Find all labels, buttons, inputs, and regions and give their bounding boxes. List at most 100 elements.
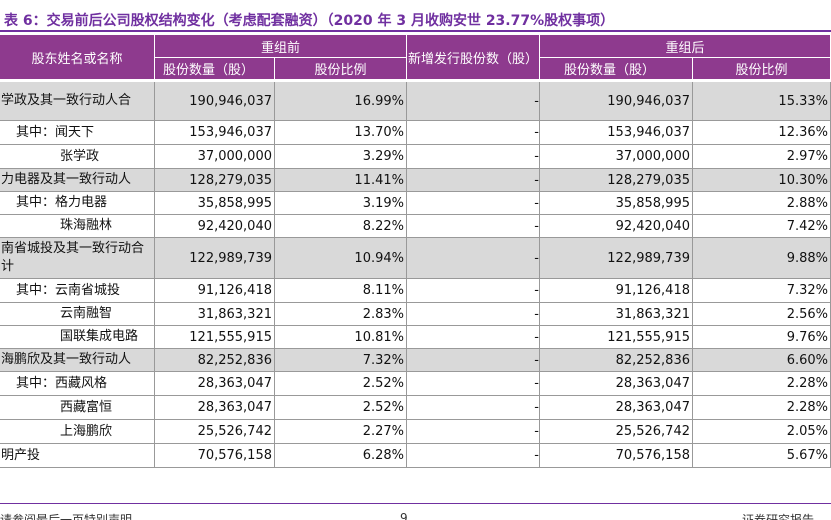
header-cell: 重组前 <box>155 35 407 58</box>
row-label: 珠海融林 <box>0 215 155 238</box>
cell-value: 31,863,321 <box>540 303 693 326</box>
row-label: 其中：闻天下 <box>0 121 155 145</box>
header-cell: 重组后 <box>540 35 831 58</box>
cell-value: 190,946,037 <box>540 82 693 121</box>
footer-rule <box>0 503 831 504</box>
cell-value: 153,946,037 <box>155 121 275 145</box>
cell-value: 122,989,739 <box>155 238 275 279</box>
row-label: 西藏富恒 <box>0 396 155 420</box>
cell-value: - <box>407 82 540 121</box>
cell-value: 92,420,040 <box>155 215 275 238</box>
cell-value: 2.28% <box>693 372 831 396</box>
cell-value: 5.67% <box>693 444 831 468</box>
cell-value: 91,126,418 <box>540 279 693 303</box>
header-cell: 股份比例 <box>275 58 407 80</box>
cell-value: 11.41% <box>275 169 407 192</box>
row-label: 力电器及其一致行动人 <box>0 169 155 192</box>
cell-value: 153,946,037 <box>540 121 693 145</box>
cell-value: 122,989,739 <box>540 238 693 279</box>
cell-value: 121,555,915 <box>540 326 693 349</box>
cell-value: 2.28% <box>693 396 831 420</box>
row-label: 上海鹏欣 <box>0 420 155 444</box>
table-title: 表 6：交易前后公司股权结构变化（考虑配套融资）（2020 年 3 月收购安世 … <box>4 13 615 29</box>
cell-value: 190,946,037 <box>155 82 275 121</box>
cell-value: 3.29% <box>275 145 407 169</box>
cell-value: - <box>407 215 540 238</box>
cell-value: 2.83% <box>275 303 407 326</box>
cell-value: 70,576,158 <box>155 444 275 468</box>
cell-value: 10.81% <box>275 326 407 349</box>
row-label: 其中：云南省城投 <box>0 279 155 303</box>
footer-page: 9 <box>400 511 408 520</box>
cell-value: 128,279,035 <box>540 169 693 192</box>
cell-value: 25,526,742 <box>155 420 275 444</box>
footer-right: 证券研究报告 <box>742 513 815 520</box>
header-cell: 股份数量（股） <box>540 58 693 80</box>
cell-value: 2.05% <box>693 420 831 444</box>
cell-value: 25,526,742 <box>540 420 693 444</box>
cell-value: 2.52% <box>275 372 407 396</box>
cell-value: 28,363,047 <box>155 372 275 396</box>
cell-value: - <box>407 279 540 303</box>
row-label: 国联集成电路 <box>0 326 155 349</box>
cell-value: 35,858,995 <box>155 192 275 215</box>
header-cell: 股东姓名或名称 <box>0 35 155 80</box>
cell-value: 28,363,047 <box>540 372 693 396</box>
cell-value: 92,420,040 <box>540 215 693 238</box>
cell-value: 82,252,836 <box>540 349 693 372</box>
row-label: 学政及其一致行动人合 <box>0 82 155 121</box>
cell-value: 37,000,000 <box>540 145 693 169</box>
cell-value: 2.97% <box>693 145 831 169</box>
row-label: 其中：格力电器 <box>0 192 155 215</box>
cell-value: - <box>407 121 540 145</box>
cell-value: 9.76% <box>693 326 831 349</box>
cell-value: 82,252,836 <box>155 349 275 372</box>
cell-value: 28,363,047 <box>540 396 693 420</box>
cell-value: 31,863,321 <box>155 303 275 326</box>
cell-value: 28,363,047 <box>155 396 275 420</box>
header-cell: 股份数量（股） <box>155 58 275 80</box>
cell-value: 16.99% <box>275 82 407 121</box>
cell-value: 128,279,035 <box>155 169 275 192</box>
cell-value: 35,858,995 <box>540 192 693 215</box>
cell-value: - <box>407 349 540 372</box>
cell-value: 91,126,418 <box>155 279 275 303</box>
cell-value: - <box>407 145 540 169</box>
cell-value: 7.32% <box>275 349 407 372</box>
header-cell: 股份比例 <box>693 58 831 80</box>
cell-value: - <box>407 420 540 444</box>
footer-left: 请参阅最后一页特别声明 <box>0 513 133 520</box>
cell-value: 70,576,158 <box>540 444 693 468</box>
cell-value: - <box>407 396 540 420</box>
cell-value: 7.42% <box>693 215 831 238</box>
row-label: 云南融智 <box>0 303 155 326</box>
cell-value: 6.28% <box>275 444 407 468</box>
cell-value: 37,000,000 <box>155 145 275 169</box>
cell-value: 13.70% <box>275 121 407 145</box>
cell-value: 8.22% <box>275 215 407 238</box>
cell-value: - <box>407 238 540 279</box>
cell-value: 10.30% <box>693 169 831 192</box>
cell-value: 10.94% <box>275 238 407 279</box>
cell-value: - <box>407 372 540 396</box>
row-label: 海鹏欣及其一致行动人 <box>0 349 155 372</box>
cell-value: 2.88% <box>693 192 831 215</box>
cell-value: - <box>407 444 540 468</box>
cell-value: 6.60% <box>693 349 831 372</box>
cell-value: 15.33% <box>693 82 831 121</box>
cell-value: - <box>407 169 540 192</box>
row-label: 张学政 <box>0 145 155 169</box>
row-label: 南省城投及其一致行动合计 <box>0 238 155 279</box>
cell-value: 12.36% <box>693 121 831 145</box>
cell-value: 2.27% <box>275 420 407 444</box>
cell-value: 8.11% <box>275 279 407 303</box>
cell-value: 3.19% <box>275 192 407 215</box>
cell-value: 9.88% <box>693 238 831 279</box>
cell-value: 7.32% <box>693 279 831 303</box>
header-cell: 新增发行股份数（股） <box>407 35 540 80</box>
title-rule <box>0 30 831 32</box>
cell-value: - <box>407 192 540 215</box>
cell-value: 2.52% <box>275 396 407 420</box>
cell-value: - <box>407 303 540 326</box>
